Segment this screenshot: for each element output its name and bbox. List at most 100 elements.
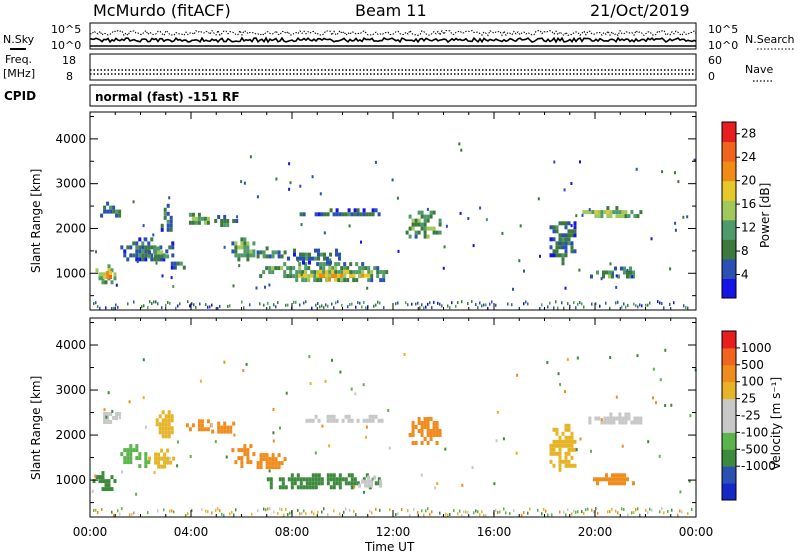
xtick-label: 04:00: [174, 525, 209, 539]
heatmap-cell: [112, 205, 116, 210]
heatmap-cell: [379, 301, 381, 305]
heatmap-cell: [103, 205, 107, 210]
power-ylabel: Slant Range [km]: [29, 169, 43, 273]
heatmap-cell: [362, 208, 366, 213]
heatmap-cell: [144, 257, 148, 262]
heatmap-cell: [191, 212, 195, 217]
heatmap-cell: [112, 416, 116, 420]
heatmap-cell: [314, 473, 318, 478]
heatmap-cell: [314, 485, 318, 490]
heatmap-cell: [314, 451, 317, 455]
heatmap-cell: [129, 452, 133, 457]
heatmap-cell: [299, 512, 301, 516]
heatmap-cell: [106, 209, 110, 214]
heatmap-cell: [279, 507, 281, 511]
heatmap-cell: [205, 509, 207, 513]
heatmap-cell: [225, 455, 228, 459]
heatmap-cell: [577, 510, 579, 514]
heatmap-cell: [194, 220, 198, 225]
heatmap-cell: [567, 443, 571, 448]
heatmap-cell: [411, 441, 415, 445]
heatmap-cell: [163, 211, 167, 216]
heatmap-cell: [403, 353, 406, 356]
heatmap-cell: [153, 471, 156, 474]
heatmap-cell: [322, 262, 326, 267]
heatmap-cell: [229, 304, 231, 308]
heatmap-cell: [461, 513, 463, 517]
colorbar-tick-label: 16: [741, 197, 756, 211]
heatmap-cell: [103, 416, 107, 420]
heatmap-cell: [349, 262, 353, 267]
heatmap-cell: [141, 249, 145, 254]
heatmap-cell: [333, 509, 335, 513]
heatmap-cell: [304, 273, 307, 278]
heatmap-cell: [237, 257, 241, 262]
xtick-label: 08:00: [275, 525, 310, 539]
heatmap-cell: [564, 435, 568, 440]
heatmap-cell: [150, 245, 154, 250]
heatmap-cell: [123, 448, 127, 453]
heatmap-cell: [329, 485, 333, 490]
heatmap-cell: [246, 253, 250, 258]
heatmap-cell: [304, 262, 308, 267]
heatmap-cell: [513, 509, 515, 512]
heatmap-cell: [617, 511, 619, 515]
heatmap-cell: [564, 439, 568, 444]
heatmap-cell: [176, 464, 179, 468]
heatmap-cell: [346, 266, 350, 271]
heatmap-cell: [242, 369, 245, 373]
heatmap-cell: [363, 490, 365, 494]
heatmap-cell: [677, 180, 680, 184]
heatmap-cell: [371, 418, 375, 423]
heatmap-cell: [115, 303, 117, 307]
heatmap-cell: [303, 509, 305, 513]
heatmap-cell: [615, 214, 619, 219]
heatmap-cell: [435, 441, 439, 445]
heatmap-cell: [615, 301, 617, 305]
heatmap-cell: [573, 509, 575, 513]
heatmap-cell: [624, 412, 628, 417]
heatmap-cell: [555, 451, 559, 456]
heatmap-cell: [154, 246, 158, 251]
heatmap-cell: [436, 482, 439, 486]
heatmap-cell: [549, 253, 553, 258]
heatmap-cell: [217, 215, 221, 219]
heatmap-cell: [236, 215, 239, 219]
heatmap-cell: [609, 262, 612, 266]
heatmap-cell: [319, 269, 322, 274]
heatmap-cell: [110, 475, 114, 480]
heatmap-cell: [426, 425, 430, 429]
heatmap-cell: [559, 510, 561, 514]
heatmap-cell: [322, 266, 326, 271]
heatmap-cell: [483, 513, 485, 517]
heatmap-cell: [600, 210, 604, 215]
heatmap-cell: [109, 275, 113, 279]
nave-tick-top: 60: [708, 54, 722, 67]
heatmap-cell: [151, 302, 153, 305]
heatmap-cell: [420, 473, 423, 477]
heatmap-cell: [271, 461, 275, 466]
heatmap-cell: [597, 416, 601, 421]
heatmap-cell: [326, 418, 330, 423]
heatmap-cell: [289, 511, 291, 515]
heatmap-cell: [168, 245, 172, 250]
heatmap-cell: [443, 245, 446, 249]
heatmap-cell: [564, 463, 568, 468]
heatmap-cell: [167, 418, 171, 423]
xtick-label: 00:00: [679, 525, 714, 539]
heatmap-cell: [328, 266, 332, 271]
heatmap-cell: [523, 511, 525, 515]
heatmap-cell: [588, 420, 592, 425]
heatmap-cell: [118, 412, 122, 416]
heatmap-cell: [143, 237, 146, 241]
heatmap-cell: [423, 513, 425, 517]
heatmap-cell: [245, 362, 248, 366]
heatmap-cell: [316, 273, 319, 278]
heatmap-cell: [98, 272, 102, 277]
heatmap-cell: [233, 513, 235, 517]
heatmap-cell: [558, 237, 562, 242]
colorbar-swatch: [722, 483, 736, 501]
heatmap-cell: [189, 304, 191, 308]
heatmap-cell: [379, 483, 383, 488]
